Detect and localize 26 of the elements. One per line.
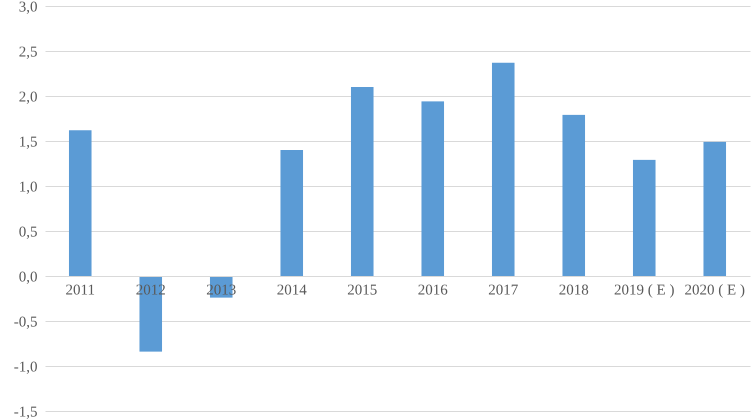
y-tick-label: 3,0 [18, 0, 38, 16]
bar [68, 130, 92, 276]
bar [562, 114, 586, 276]
y-tick-label: -1,0 [14, 360, 38, 376]
bar [421, 101, 444, 276]
bar [492, 62, 515, 276]
y-tick-label: 2,5 [18, 44, 38, 60]
y-tick-label: 0,0 [18, 270, 38, 286]
bar [350, 87, 374, 276]
x-tick-label: 2011 [66, 282, 95, 298]
x-tick-label: 2019 ( E ) [614, 282, 674, 298]
y-tick-label: 1,5 [18, 134, 38, 150]
x-tick-label: 2018 [558, 282, 589, 298]
x-tick-label: 2015 [347, 282, 378, 298]
x-tick-label: 2017 [488, 282, 519, 298]
x-tick-label: 2014 [276, 282, 308, 298]
x-tick-label: 2016 [418, 282, 448, 298]
y-tick-label: -1,5 [14, 404, 38, 419]
bar [632, 160, 656, 276]
bar [280, 150, 304, 276]
y-tick-label: 0,5 [18, 224, 38, 240]
bar [703, 142, 726, 276]
y-tick-label: 2,0 [18, 90, 38, 106]
y-tick-label: 1,0 [18, 180, 38, 196]
x-tick-label: 2020 ( E ) [684, 282, 745, 298]
y-tick-label: -0,5 [14, 314, 38, 330]
